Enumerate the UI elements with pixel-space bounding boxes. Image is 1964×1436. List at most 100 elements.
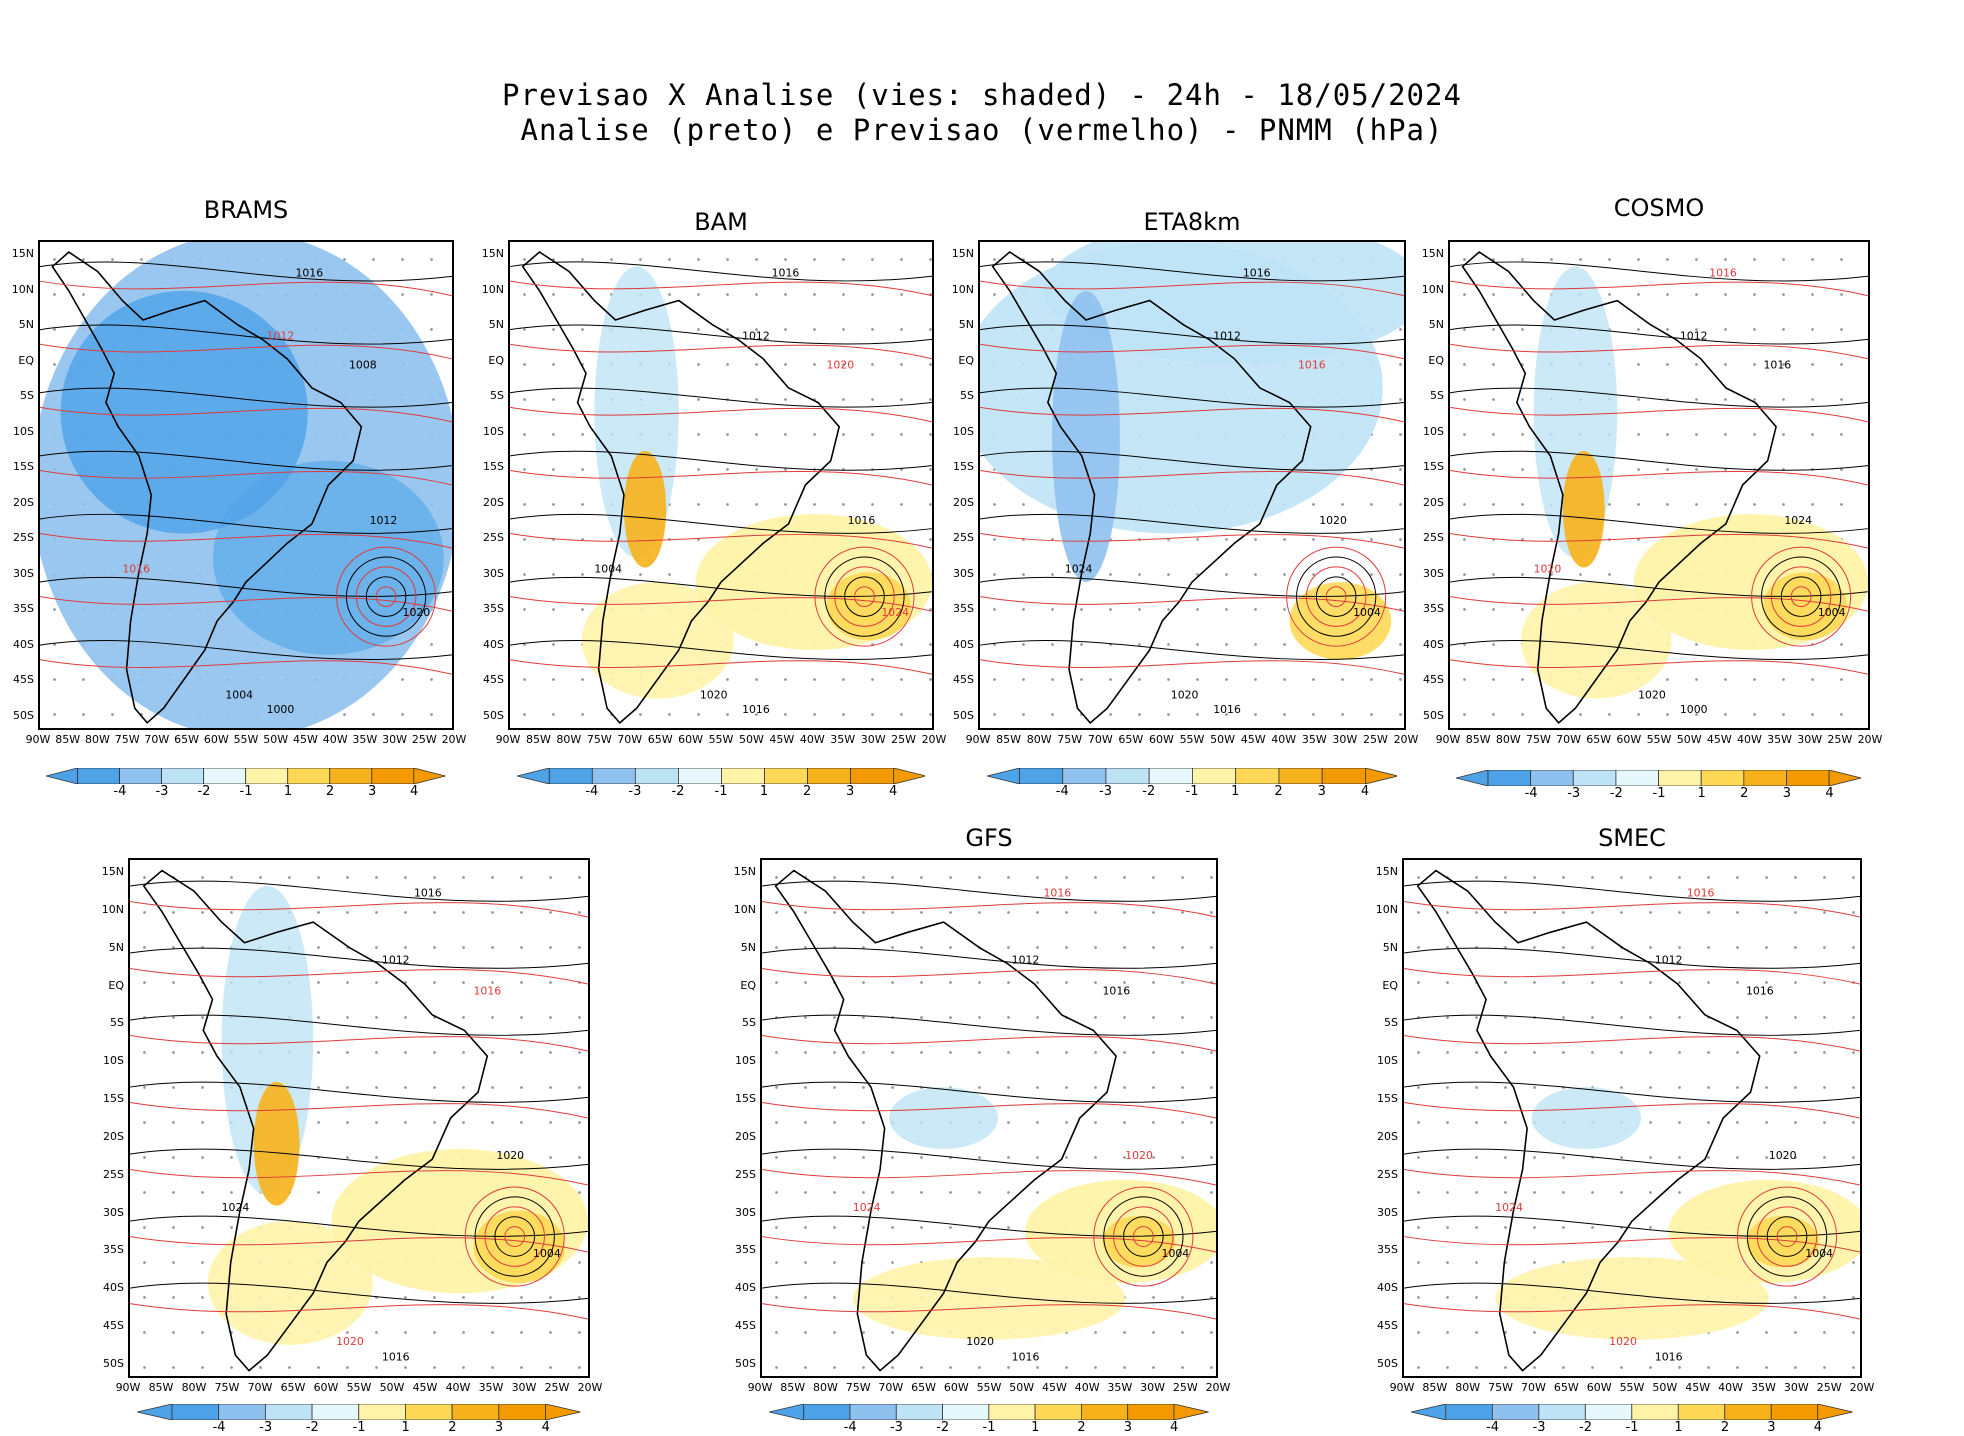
- lon-tick-label: 55W: [1619, 1381, 1645, 1394]
- analysis-isobar: [40, 576, 452, 597]
- colorbar-tick: -4: [1055, 784, 1069, 799]
- analysis-isobar: [1404, 1081, 1860, 1103]
- colorbar-tick: 3: [1123, 1420, 1132, 1435]
- lon-tick-label: 35W: [352, 733, 378, 746]
- analysis-isobar: [1404, 880, 1860, 902]
- colorbar-arrow: [46, 767, 79, 785]
- forecast-isobar: [1404, 1102, 1860, 1119]
- analysis-isobar: [762, 1215, 1216, 1237]
- bias-shade: [1763, 572, 1848, 641]
- lon-tick-label: 25W: [1172, 1381, 1198, 1394]
- lat-tick-label: EQ: [958, 353, 974, 367]
- analysis-isobar: [1450, 387, 1868, 408]
- lon-tick-label: 75W: [1488, 1381, 1513, 1394]
- lat-tick-label: 45S: [103, 1319, 124, 1333]
- lat-tick-label: EQ: [18, 353, 34, 367]
- analysis-isobar: [510, 387, 932, 408]
- colorbar-swatch: [1018, 767, 1063, 785]
- contour-label: 1016: [1043, 886, 1071, 899]
- contour-label: 1024: [1784, 514, 1812, 527]
- lat-tick-label: 30S: [483, 566, 504, 580]
- forecast-isobar: [130, 968, 588, 985]
- analysis-isobar: [40, 450, 452, 471]
- lat-tick-label: 20S: [735, 1129, 756, 1143]
- map-canvas: 1016 1012 1016 1020 1024 1004 1020 1016: [1404, 869, 1860, 1372]
- lon-tick-label: 45W: [1706, 733, 1732, 746]
- colorbar-tick: -3: [259, 1420, 273, 1435]
- colorbar: [46, 767, 446, 785]
- lon-tick-label: 80W: [181, 1381, 207, 1394]
- contour-label: 1020: [1638, 689, 1666, 702]
- lon-tick-label: 60W: [313, 1381, 339, 1394]
- colorbar-tick: -3: [1567, 786, 1581, 801]
- lon-tick-label: 30W: [860, 733, 886, 746]
- low-pressure-contour: [336, 546, 437, 647]
- lon-tick-label: 90W: [1435, 733, 1461, 746]
- lon-tick-label: 55W: [233, 733, 259, 746]
- colorbar-swatch: [245, 767, 289, 785]
- contour-label: 1020: [1609, 1335, 1637, 1348]
- lat-tick-label: 10S: [13, 424, 34, 438]
- low-pressure-contour: [1770, 566, 1832, 627]
- analysis-isobar: [510, 450, 932, 471]
- colorbar-tick: 2: [1274, 784, 1283, 799]
- analysis-isobar: [980, 576, 1404, 597]
- lon-tick-label: 80W: [1455, 1381, 1481, 1394]
- coastline: [774, 869, 1117, 1372]
- colorbar-arrow: [1173, 1403, 1209, 1421]
- contour-label: 1012: [1655, 953, 1683, 966]
- colorbar-tick: 3: [1767, 1420, 1776, 1435]
- lat-tick-label: EQ: [108, 978, 124, 992]
- colorbar-tick: 4: [410, 784, 419, 799]
- lat-tick-label: 10N: [481, 282, 504, 296]
- colorbar-tick: 1: [401, 1420, 410, 1435]
- lon-tick-label: 65W: [647, 733, 673, 746]
- contour-label: 1020: [700, 689, 728, 702]
- lat-tick-label: 15N: [481, 247, 504, 260]
- lat-tick-label: 20S: [1377, 1129, 1398, 1143]
- analysis-isobar: [130, 1014, 588, 1036]
- colorbar-tick: 4: [541, 1420, 550, 1435]
- lat-tick-label: 40S: [953, 637, 974, 651]
- lat-tick-label: 20S: [483, 495, 504, 509]
- lon-tick-label: 60W: [203, 733, 229, 746]
- lon-tick-label: 85W: [780, 1381, 806, 1394]
- colorbar-tick: 3: [1782, 786, 1792, 801]
- contour-label: 1020: [966, 1335, 994, 1348]
- lon-tick-label: 90W: [115, 1381, 141, 1394]
- lat-tick-label: 10N: [101, 902, 124, 916]
- colorbar-tick: -2: [671, 784, 685, 799]
- lat-tick-label: 5S: [490, 389, 504, 403]
- colorbar-swatch: [329, 767, 373, 785]
- colorbar-tick: 4: [1360, 784, 1370, 799]
- contour-label: 1016: [122, 562, 150, 575]
- low-pressure-contour: [464, 1186, 565, 1287]
- coastline: [521, 251, 841, 724]
- forecast-isobar: [510, 280, 932, 297]
- colorbar-swatch: [358, 1403, 407, 1421]
- lon-tick-label: 30W: [1783, 1381, 1809, 1394]
- lon-tick-label: 40W: [445, 1381, 471, 1394]
- lon-tick-label: 35W: [1750, 1381, 1776, 1394]
- contour-label: 1016: [848, 514, 876, 527]
- forecast-isobar: [762, 1169, 1216, 1186]
- forecast-isobar: [510, 469, 932, 486]
- forecast-isobar: [762, 1035, 1216, 1052]
- colorbar-swatch: [405, 1403, 453, 1421]
- forecast-isobar: [1404, 901, 1860, 918]
- lon-tick-label: 20W: [1849, 1381, 1875, 1394]
- analysis-isobar: [130, 1282, 588, 1304]
- analysis-isobar: [40, 387, 452, 408]
- analysis-isobar: [40, 324, 452, 345]
- map-area: 1016 1012 1016 1020 1024 1004 1020 1016: [128, 858, 590, 1378]
- low-pressure-contour: [1113, 1206, 1174, 1267]
- colorbar-tick: 1: [759, 784, 769, 799]
- contour-label: 1016: [1655, 1350, 1683, 1363]
- colorbar-swatch: [1573, 769, 1617, 787]
- colorbar-tick: -3: [1099, 784, 1112, 799]
- colorbar-arrow: [1829, 769, 1862, 787]
- lat-tick-label: 10S: [483, 424, 504, 438]
- colorbar-swatch: [1127, 1403, 1175, 1421]
- low-pressure-contour: [834, 566, 895, 627]
- lat-tick-label: 40S: [1377, 1281, 1398, 1295]
